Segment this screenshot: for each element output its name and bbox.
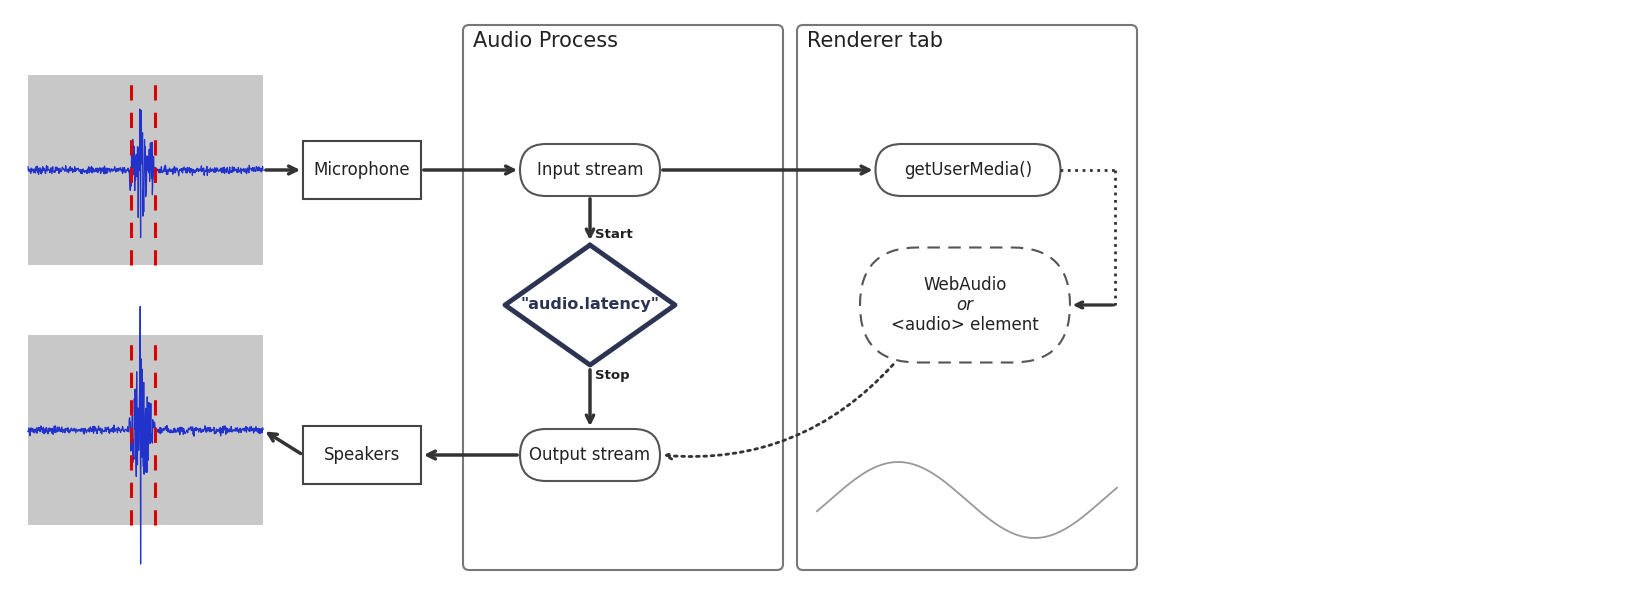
Text: Stop: Stop — [595, 369, 629, 382]
Text: <audio> element: <audio> element — [890, 316, 1037, 334]
FancyBboxPatch shape — [859, 247, 1069, 362]
FancyBboxPatch shape — [520, 429, 659, 481]
Text: "audio.latency": "audio.latency" — [520, 298, 659, 313]
Text: Renderer tab: Renderer tab — [806, 31, 942, 51]
FancyBboxPatch shape — [875, 144, 1060, 196]
FancyBboxPatch shape — [303, 426, 421, 484]
Bar — [28, 75, 262, 265]
FancyBboxPatch shape — [520, 144, 659, 196]
Text: Audio Process: Audio Process — [472, 31, 618, 51]
Text: WebAudio: WebAudio — [923, 276, 1006, 294]
Text: Speakers: Speakers — [323, 446, 400, 464]
Text: Microphone: Microphone — [313, 161, 410, 179]
Text: Output stream: Output stream — [529, 446, 651, 464]
Polygon shape — [505, 245, 675, 365]
Text: Start: Start — [595, 228, 633, 241]
Text: or: or — [956, 296, 974, 314]
FancyBboxPatch shape — [303, 141, 421, 199]
Text: getUserMedia(): getUserMedia() — [903, 161, 1031, 179]
Text: Input stream: Input stream — [536, 161, 642, 179]
Bar — [28, 335, 262, 525]
